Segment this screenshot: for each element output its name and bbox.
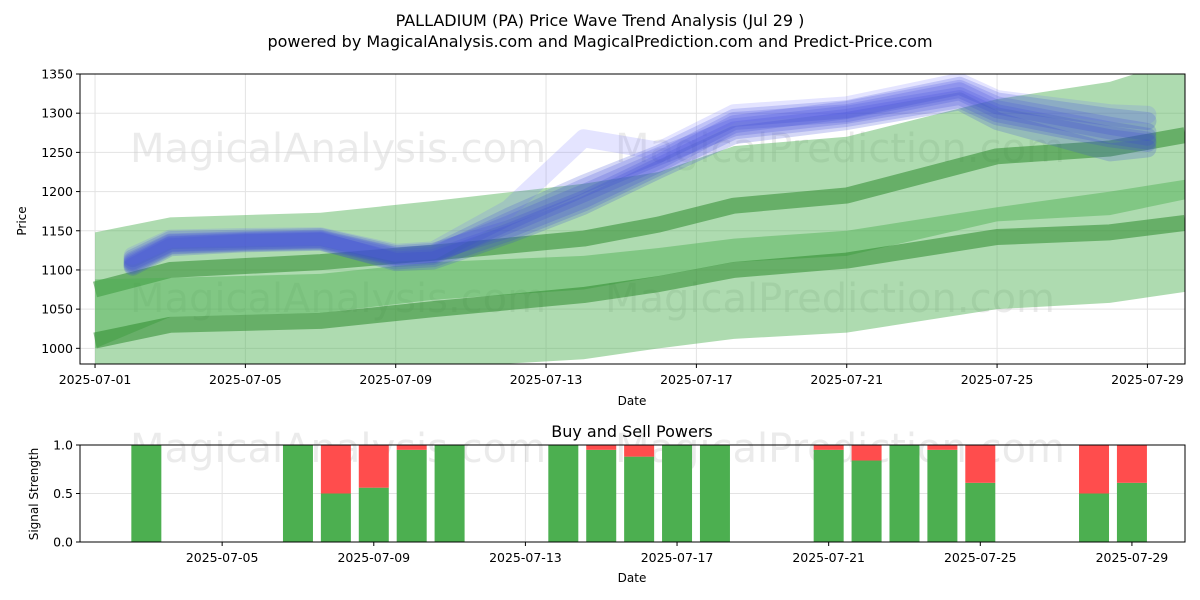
buy-bar	[131, 445, 162, 542]
buy-bar	[624, 456, 655, 542]
x-tick-label: 2025-07-09	[337, 550, 410, 565]
bottom-plot-title: Buy and Sell Powers	[551, 422, 713, 441]
buy-bar	[965, 482, 996, 542]
x-tick-label: 2025-07-17	[641, 550, 714, 565]
watermark-text: MagicalAnalysis.com	[130, 126, 546, 172]
buy-bar	[889, 445, 920, 542]
x-tick-label: 2025-07-09	[359, 372, 432, 387]
y-tick-label: 0.0	[53, 535, 73, 550]
signal-plot: MagicalAnalysis.comMagicalPrediction.com…	[53, 426, 1186, 565]
price-wave-4	[123, 90, 1157, 276]
price-wave-5	[123, 76, 1157, 272]
x-tick-label: 2025-07-05	[209, 372, 282, 387]
x-tick-label: 2025-07-05	[186, 550, 259, 565]
y-tick-label: 1100	[41, 262, 73, 277]
price-wave-7	[123, 92, 1157, 275]
bottom-x-axis-label: Date	[618, 571, 647, 585]
sell-bar	[396, 445, 427, 450]
x-tick-label: 2025-07-25	[961, 372, 1034, 387]
top-plot-frame	[79, 73, 1186, 365]
x-tick-label: 2025-07-25	[944, 550, 1017, 565]
chart-subtitle: powered by MagicalAnalysis.com and Magic…	[267, 32, 932, 51]
price-wave-6	[123, 74, 1157, 265]
top-y-axis-label: Price	[15, 206, 29, 235]
buy-bar	[851, 460, 882, 542]
y-tick-label: 1200	[41, 184, 73, 199]
buy-bar	[1116, 482, 1147, 542]
price-wave-3	[123, 79, 1157, 268]
sell-bar	[927, 445, 958, 450]
buy-bar	[699, 445, 730, 542]
y-tick-label: 0.5	[53, 486, 73, 501]
y-tick-label: 1250	[41, 145, 73, 160]
price-wave-2	[123, 86, 1157, 273]
sell-bar	[1079, 445, 1110, 494]
buy-bar	[813, 449, 844, 542]
y-tick-label: 1050	[41, 302, 73, 317]
bottom-y-axis-label: Signal Strength	[27, 448, 41, 541]
y-tick-label: 1300	[41, 106, 73, 121]
y-tick-label: 1.0	[53, 438, 73, 453]
sell-bar	[624, 445, 655, 457]
x-tick-label: 2025-07-13	[489, 550, 562, 565]
buy-bar	[1079, 493, 1110, 542]
top-x-axis-label: Date	[618, 394, 647, 408]
buy-bar	[662, 445, 693, 542]
buy-bar	[434, 445, 465, 542]
chart-title: PALLADIUM (PA) Price Wave Trend Analysis…	[396, 11, 805, 30]
buy-bar	[282, 445, 313, 542]
x-tick-label: 2025-07-29	[1096, 550, 1169, 565]
price-plot: MagicalAnalysis.com MagicalPrediction.com…	[41, 67, 1186, 387]
forecast-trend-line-2	[93, 214, 1185, 349]
x-tick-label: 2025-07-01	[59, 372, 132, 387]
sell-bar	[320, 445, 351, 494]
y-tick-label: 1350	[41, 67, 73, 82]
sell-bar	[1116, 445, 1147, 483]
forecast-trend-line-1	[93, 127, 1185, 298]
sell-bar	[586, 445, 617, 450]
buy-bar	[586, 449, 617, 542]
y-tick-label: 1000	[41, 341, 73, 356]
buy-bar	[396, 449, 427, 542]
forecast-band-1	[95, 74, 1185, 349]
x-tick-label: 2025-07-29	[1111, 372, 1184, 387]
sell-bar	[965, 445, 996, 483]
x-tick-label: 2025-07-17	[660, 372, 733, 387]
sell-bar	[813, 445, 844, 450]
buy-bar	[548, 445, 579, 542]
x-tick-label: 2025-07-21	[792, 550, 865, 565]
buy-bar	[320, 493, 351, 542]
x-tick-label: 2025-07-21	[810, 372, 883, 387]
buy-bar	[927, 449, 958, 542]
y-tick-label: 1150	[41, 223, 73, 238]
price-wave-1	[123, 82, 1157, 270]
x-tick-label: 2025-07-13	[510, 372, 583, 387]
sell-bar	[851, 445, 882, 461]
sell-bar	[358, 445, 389, 488]
buy-bar	[358, 487, 389, 542]
